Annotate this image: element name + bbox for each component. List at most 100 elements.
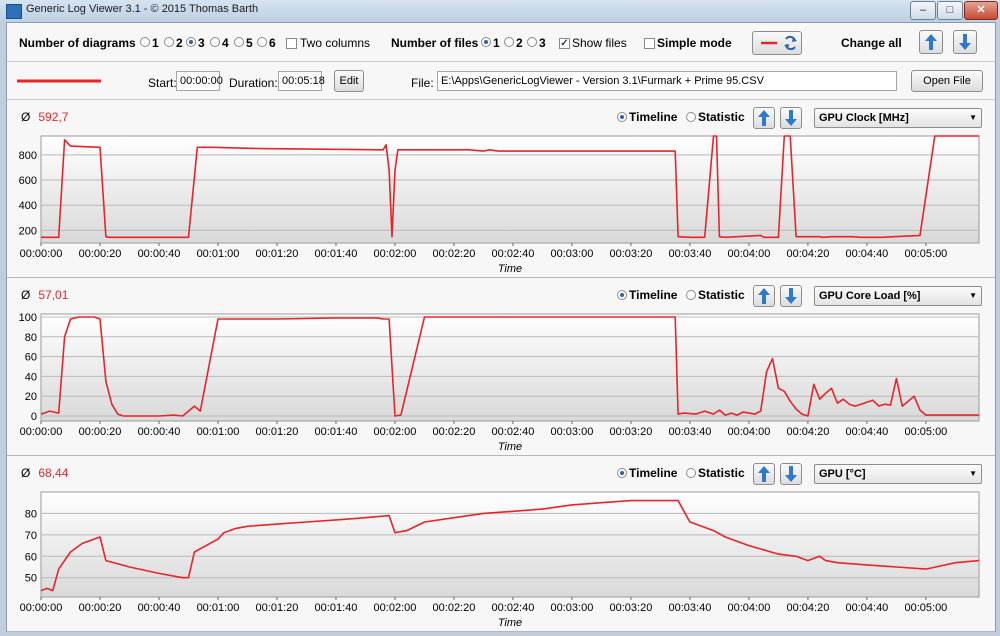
statistic-radio[interactable] [686,468,696,478]
series-color-swatch [17,79,101,83]
arrow-up-icon [758,288,770,304]
app-icon [6,4,22,19]
move-down-all-button[interactable] [953,30,977,54]
file-row: Start: 00:00:00 Duration: 00:05:18 Edit … [7,62,995,100]
x-tick-label: 00:04:00 [728,248,771,260]
x-tick-label: 00:03:40 [669,426,712,438]
average-symbol: Ø [21,466,31,480]
open-file-button[interactable]: Open File [911,70,983,92]
diagram-radio-5[interactable] [234,37,244,47]
x-tick-label: 00:04:40 [845,248,888,260]
move-up-all-button[interactable] [919,30,943,54]
y-tick-label: 100 [19,312,37,324]
timeline-label: Timeline [629,466,678,480]
statistic-label: Statistic [698,288,745,302]
statistic-radio[interactable] [686,112,696,122]
y-tick-label: 600 [19,175,37,187]
arrow-down-icon [785,110,797,126]
x-tick-label: 00:00:20 [79,602,122,614]
average-symbol: Ø [21,288,31,302]
statistic-radio[interactable] [686,290,696,300]
x-tick-label: 00:05:00 [904,426,947,438]
x-tick-label: 00:01:20 [256,602,299,614]
x-tick-label: 00:01:00 [197,248,240,260]
x-tick-label: 00:00:40 [138,602,181,614]
x-tick-label: 00:02:40 [492,426,535,438]
swap-color-icon [761,35,797,51]
x-tick-label: 00:04:20 [787,426,830,438]
close-button[interactable]: ✕ [964,1,998,20]
chevron-down-icon: ▼ [969,469,977,478]
line-chart: 0 20 40 60 80 100 00:00:00 00:00:20 00:00:40 00:0… [19,312,980,453]
x-tick-label: 00:04:20 [787,602,830,614]
x-tick-label: 00:04:00 [728,602,771,614]
timeline-radio[interactable] [617,112,627,122]
channel-select[interactable]: GPU Clock [MHz] ▼ [814,108,982,128]
x-tick-label: 00:00:20 [79,426,122,438]
diagram-radio-2[interactable] [164,37,174,47]
x-axis-title: Time [498,441,522,453]
move-up-button[interactable] [753,107,775,129]
maximize-button[interactable]: □ [937,1,963,20]
minimize-button[interactable]: – [910,1,936,20]
line-chart: 200 400 600 800 00:00:00 00:00:20 00:00:40 00:0… [19,135,980,275]
two-columns-checkbox[interactable] [286,38,297,49]
channel-select[interactable]: GPU [°C] ▼ [814,464,982,484]
move-down-button[interactable] [780,285,802,307]
move-up-button[interactable] [753,463,775,485]
file-path-input[interactable]: E:\Apps\GenericLogViewer - Version 3.1\F… [437,71,897,91]
x-tick-label: 00:03:40 [669,248,712,260]
diagram-radio-6[interactable] [257,37,267,47]
file-radio-3[interactable] [527,37,537,47]
x-tick-label: 00:00:20 [79,248,122,260]
diagram-radio-3[interactable] [186,37,196,47]
show-files-checkbox[interactable]: ✓ [559,38,570,49]
x-tick-label: 00:03:20 [610,602,653,614]
x-tick-label: 00:04:20 [787,248,830,260]
channel-select-value: GPU Clock [MHz] [819,112,909,124]
y-tick-label: 60 [25,352,37,364]
x-tick-label: 00:02:40 [492,602,535,614]
diagram-radio-label-5: 5 [246,36,253,50]
x-tick-label: 00:01:00 [197,426,240,438]
arrow-down-icon [785,466,797,482]
diagram-radio-label-2: 2 [176,36,183,50]
diagram-radio-label-3: 3 [198,36,205,50]
y-tick-label: 400 [19,200,37,212]
line-chart: 50 60 70 80 00:00:00 00:00:20 00:00:40 00:01:00… [20,491,980,629]
x-tick-label: 00:01:40 [315,602,358,614]
x-tick-label: 00:00:40 [138,426,181,438]
timeline-radio[interactable] [617,468,627,478]
file-radio-1[interactable] [481,37,491,47]
edit-button[interactable]: Edit [334,70,364,92]
y-tick-label: 0 [31,411,37,423]
diagram-radio-4[interactable] [210,37,220,47]
simple-mode-checkbox[interactable] [644,38,655,49]
x-tick-label: 00:02:00 [374,602,417,614]
x-tick-label: 00:03:00 [551,602,594,614]
diagram-radio-label-4: 4 [222,36,229,50]
diagram-radio-1[interactable] [140,37,150,47]
series-color-button[interactable] [752,31,802,55]
plot-area [40,135,980,244]
x-tick-label: 00:01:20 [256,248,299,260]
average-readout: Ø 68,44 [21,466,68,480]
arrow-up-icon [758,110,770,126]
move-down-button[interactable] [780,463,802,485]
timeline-radio[interactable] [617,290,627,300]
move-up-button[interactable] [753,285,775,307]
x-tick-label: 00:01:40 [315,426,358,438]
channel-select[interactable]: GPU Core Load [%] ▼ [814,286,982,306]
x-tick-label: 00:01:20 [256,426,299,438]
duration-input[interactable]: 00:05:18 [278,71,325,91]
show-files-label: Show files [572,36,627,50]
x-tick-label: 00:02:20 [433,426,476,438]
file-radio-2[interactable] [504,37,514,47]
chart-panel-gpu-load: 0 20 40 60 80 100 00:00:00 00:00:20 00:00:40 00:0… [7,278,995,456]
move-down-button[interactable] [780,107,802,129]
x-tick-label: 00:03:40 [669,602,712,614]
timeline-label: Timeline [629,288,678,302]
main-client: Number of diagrams Two columns Number of… [6,22,996,632]
average-value: 68,44 [38,466,69,480]
start-input[interactable]: 00:00:00 [176,71,223,91]
